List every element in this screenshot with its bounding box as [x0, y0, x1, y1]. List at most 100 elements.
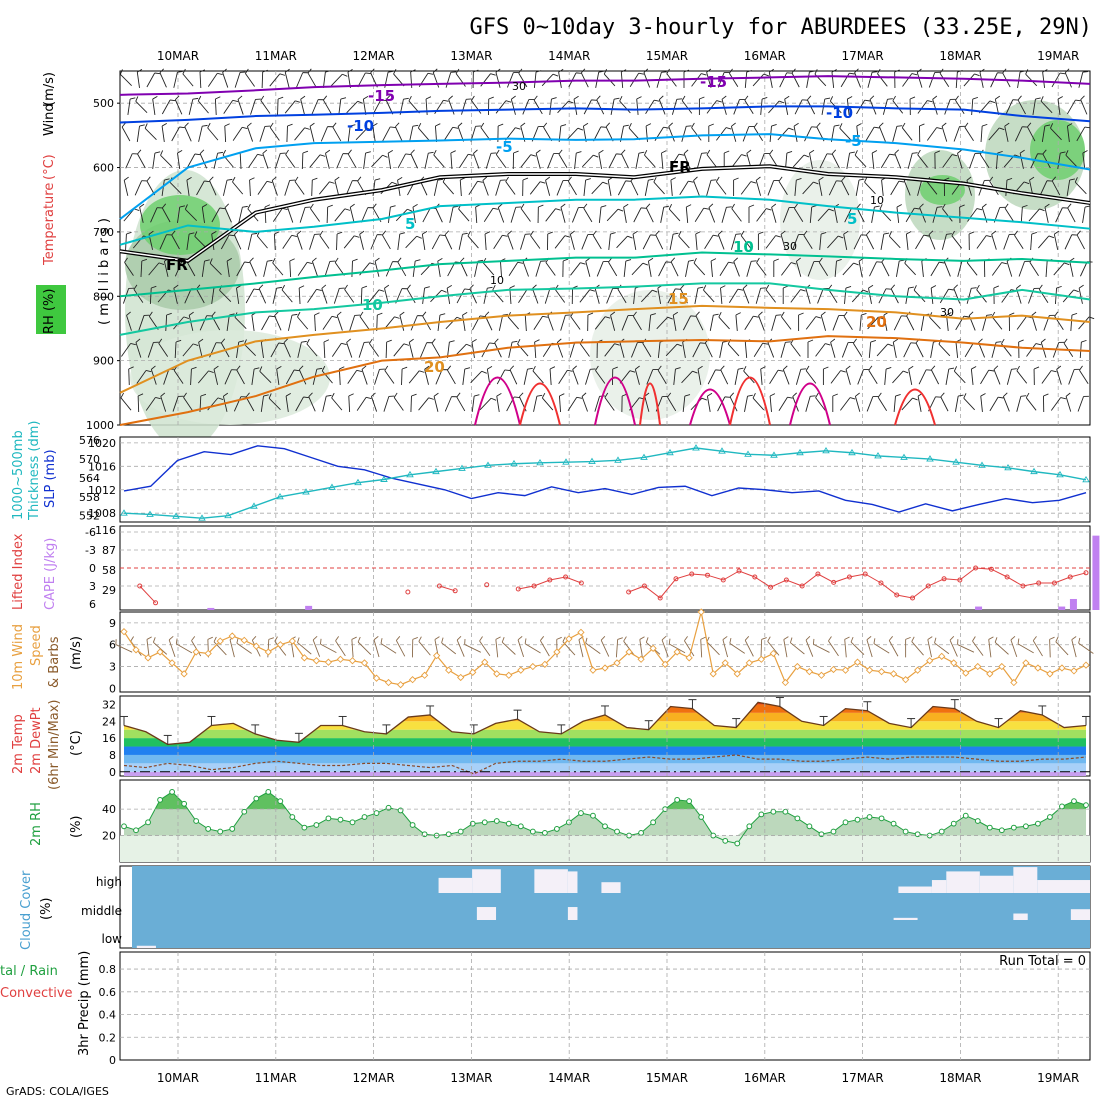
wind-barb-shaft	[970, 368, 974, 386]
wind-barb-shaft	[493, 235, 503, 249]
thickness-label-2: Thickness (dm)	[27, 421, 42, 521]
thickness-marker	[172, 512, 180, 519]
wind10m-barb-shaft	[1017, 643, 1034, 654]
wind-barb-shaft	[647, 261, 652, 277]
wind10m-barb	[1049, 636, 1055, 658]
wind-barb	[785, 151, 793, 170]
wind-barb-shaft	[309, 154, 321, 168]
wind-barb-flag	[901, 315, 907, 317]
wind-barb	[359, 311, 370, 330]
precip-panel-frame	[119, 951, 1091, 1061]
wind-barb	[261, 69, 268, 89]
wind-barb	[608, 232, 616, 251]
wind-barb	[728, 68, 739, 88]
wind-barb-shaft	[1068, 369, 1075, 385]
wind-barb	[928, 71, 941, 88]
wind-barb	[360, 285, 368, 305]
wind10m-barb	[479, 636, 491, 656]
thickness-marker	[692, 444, 700, 451]
wind-barb-flag	[255, 98, 261, 100]
wind-barb	[853, 234, 867, 250]
wind-barb-shaft	[880, 234, 885, 250]
wind-barb	[374, 368, 385, 385]
wind10m-barb	[760, 637, 767, 658]
wind-barb-flag	[815, 392, 819, 398]
wind-barb-flag	[595, 365, 599, 371]
wind-barb	[483, 286, 493, 304]
wind-barb-shaft	[336, 233, 338, 251]
wind-barb-shaft	[344, 289, 355, 303]
wind-barb-shaft	[269, 127, 280, 141]
wind-barb-shaft	[198, 342, 203, 358]
wind-barb-shaft	[706, 180, 712, 196]
wind-barb-flag	[874, 126, 880, 129]
wind-barb-shaft	[877, 396, 888, 412]
wind-barb-flag	[178, 395, 184, 397]
wind-barb	[951, 230, 963, 249]
cloud-block-high	[601, 882, 621, 893]
wind10m-barb-flag	[617, 637, 623, 640]
wind-barb-shaft	[864, 181, 876, 195]
wind-barb	[1076, 126, 1091, 142]
wind-barb-flag	[621, 149, 626, 155]
wind-barb	[717, 396, 731, 412]
wind-barb-flag	[348, 393, 354, 397]
wind-barb-shaft	[704, 234, 714, 250]
wind10m-barb-shaft	[684, 640, 695, 657]
wind-barb-shaft	[333, 288, 340, 304]
wind-barb-flag	[378, 289, 385, 292]
wind-barb-shaft	[257, 181, 268, 195]
wind-barb	[326, 204, 333, 224]
wind-barb-flag	[831, 149, 837, 155]
wind-barb	[224, 369, 237, 385]
wind-barb	[656, 316, 673, 330]
wind-barb-flag	[792, 392, 797, 397]
wind10m-barb-flag	[905, 636, 911, 640]
wind-barb-flag	[856, 123, 862, 127]
wind-barb-shaft	[868, 288, 872, 304]
wind-barb	[717, 72, 730, 88]
contour-label-plus20: 20	[866, 313, 887, 331]
wind-barb	[756, 257, 767, 276]
date-labels-top: 10MAR 11MAR 12MAR 13MAR 14MAR 15MAR 16MAR 17MAR…	[157, 49, 1079, 63]
wind10m-barb	[873, 638, 890, 654]
wind-barb-flag	[260, 95, 265, 101]
wind-barb-shaft	[988, 127, 1000, 141]
wind-barb-flag	[359, 311, 364, 317]
wind-barb	[276, 366, 282, 385]
wind-barb-shaft	[818, 261, 829, 277]
wind10m-barb-flag	[236, 637, 239, 644]
wind-barb-flag	[971, 366, 977, 370]
temperature-contour	[119, 251, 1091, 298]
wind-barb	[894, 149, 902, 169]
wind-barb-flag	[1078, 284, 1084, 289]
wind-barb-shaft	[270, 342, 280, 358]
wind-barb-flag	[397, 176, 403, 181]
wind-barb-shaft	[382, 234, 391, 250]
wind-barb-flag	[549, 366, 556, 370]
wind-barb-flag	[667, 316, 673, 320]
wind-barb	[119, 69, 132, 86]
wind-barb-shaft	[358, 342, 365, 358]
wind-barb	[680, 284, 688, 304]
slp-tick: 1008	[88, 507, 116, 520]
wind10m-barb-shaft	[1055, 641, 1069, 656]
wind-barb	[571, 207, 584, 223]
wind-barb-flag	[908, 286, 914, 289]
wind-barb-flag	[236, 365, 241, 371]
wind-barb-shaft	[120, 397, 132, 411]
wind10m-barb	[585, 637, 601, 655]
wind-barb	[207, 122, 219, 141]
wind-barb-flag	[535, 149, 541, 154]
wind-barb	[795, 368, 807, 385]
wind-barb-flag	[500, 179, 506, 181]
wind-barb	[630, 342, 643, 358]
wind-barb-shaft	[554, 235, 566, 249]
temp-band	[124, 763, 1086, 772]
wind-barb-shaft	[331, 397, 343, 411]
wind-barb-shaft	[529, 181, 541, 195]
wind-barb-flag	[1069, 178, 1076, 181]
wind10m-point	[312, 657, 321, 665]
lifted-index-point	[720, 577, 726, 583]
wind-barb-flag	[339, 366, 345, 370]
